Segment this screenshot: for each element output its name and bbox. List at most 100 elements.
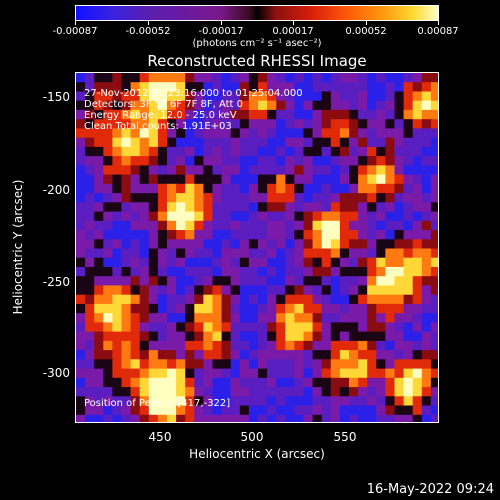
heatmap-cell bbox=[112, 285, 123, 296]
heatmap-cell bbox=[221, 183, 232, 194]
heatmap-cell bbox=[394, 359, 405, 370]
heatmap-cell bbox=[157, 128, 168, 139]
heatmap-cell bbox=[167, 387, 177, 397]
heatmap-cell bbox=[85, 267, 95, 277]
heatmap-cell bbox=[121, 340, 132, 351]
heatmap-cell bbox=[285, 202, 295, 213]
heatmap-cell bbox=[349, 359, 359, 370]
heatmap-cell bbox=[248, 202, 259, 213]
heatmap-cell bbox=[321, 368, 332, 379]
heatmap-cell bbox=[303, 165, 314, 176]
heatmap-cell bbox=[430, 340, 438, 351]
heatmap-cell bbox=[176, 405, 186, 416]
heatmap-cell bbox=[376, 137, 386, 148]
heatmap-cell bbox=[94, 285, 104, 296]
heatmap-cell bbox=[376, 377, 386, 388]
heatmap-cell bbox=[303, 350, 314, 360]
heatmap-cell bbox=[321, 100, 332, 111]
heatmap-cell bbox=[358, 165, 368, 176]
heatmap-cell bbox=[385, 331, 396, 342]
heatmap-cell bbox=[267, 267, 277, 277]
heatmap-cell bbox=[403, 119, 414, 129]
heatmap-cell bbox=[76, 294, 86, 305]
heatmap-cell bbox=[121, 405, 132, 416]
heatmap-cell bbox=[321, 119, 332, 129]
heatmap-cell bbox=[430, 276, 438, 286]
heatmap-cell bbox=[85, 248, 95, 259]
heatmap-cell bbox=[94, 257, 104, 268]
heatmap-cell bbox=[312, 396, 323, 407]
heatmap-cell bbox=[267, 387, 277, 397]
heatmap-cell bbox=[239, 414, 250, 422]
heatmap-cell bbox=[103, 146, 113, 157]
heatmap-cell bbox=[167, 146, 177, 157]
heatmap-cell bbox=[285, 183, 295, 194]
heatmap-cell bbox=[421, 183, 432, 194]
heatmap-cell bbox=[312, 313, 323, 323]
heatmap-cell bbox=[358, 313, 368, 323]
heatmap-cell bbox=[285, 285, 295, 296]
heatmap-cell bbox=[412, 350, 423, 360]
heatmap-cell bbox=[203, 239, 214, 250]
heatmap-cell bbox=[330, 331, 341, 342]
heatmap-cell bbox=[303, 303, 314, 314]
heatmap-cell bbox=[230, 165, 241, 176]
heatmap-cell bbox=[312, 414, 323, 422]
heatmap-cell bbox=[203, 276, 214, 286]
heatmap-cell bbox=[258, 220, 268, 231]
heatmap-cell bbox=[157, 340, 168, 351]
heatmap-cell bbox=[294, 368, 305, 379]
heatmap-cell bbox=[303, 368, 314, 379]
heatmap-cell bbox=[267, 368, 277, 379]
heatmap-cell bbox=[121, 119, 132, 129]
heatmap-cell bbox=[194, 100, 204, 111]
heatmap-cell bbox=[312, 322, 323, 333]
colorbar-tick bbox=[148, 21, 149, 25]
heatmap-cell bbox=[185, 128, 195, 139]
heatmap-cell bbox=[112, 183, 123, 194]
heatmap-cell bbox=[212, 202, 223, 213]
heatmap-cell bbox=[258, 331, 268, 342]
heatmap-cell bbox=[349, 350, 359, 360]
heatmap-cell bbox=[258, 91, 268, 102]
heatmap-cell bbox=[148, 359, 159, 370]
heatmap-cell bbox=[185, 220, 195, 231]
heatmap-cell bbox=[112, 239, 123, 250]
heatmap-cell bbox=[76, 285, 86, 296]
heatmap-cell bbox=[203, 350, 214, 360]
heatmap-cell bbox=[194, 322, 204, 333]
heatmap-cell bbox=[285, 294, 295, 305]
heatmap-cell bbox=[367, 239, 377, 250]
heatmap-cell bbox=[276, 82, 286, 92]
heatmap-cell bbox=[430, 313, 438, 323]
heatmap-cell bbox=[185, 396, 195, 407]
heatmap-cell bbox=[321, 267, 332, 277]
heatmap-cell bbox=[385, 313, 396, 323]
heatmap-cell bbox=[203, 377, 214, 388]
heatmap-cell bbox=[176, 267, 186, 277]
heatmap-cell bbox=[276, 128, 286, 139]
heatmap-cell bbox=[112, 220, 123, 231]
heatmap-cell bbox=[367, 340, 377, 351]
heatmap-cell bbox=[367, 267, 377, 277]
heatmap-cell bbox=[185, 100, 195, 111]
heatmap-cell bbox=[430, 174, 438, 185]
heatmap-cell bbox=[385, 146, 396, 157]
heatmap-cell bbox=[248, 239, 259, 250]
heatmap-cell bbox=[339, 211, 350, 222]
heatmap-cell bbox=[267, 146, 277, 157]
heatmap-cell bbox=[421, 73, 432, 83]
heatmap-cell bbox=[203, 340, 214, 351]
heatmap-cell bbox=[258, 322, 268, 333]
heatmap-cell bbox=[148, 230, 159, 240]
heatmap-cell bbox=[276, 387, 286, 397]
heatmap-cell bbox=[148, 248, 159, 259]
heatmap-cell bbox=[267, 331, 277, 342]
heatmap-cell bbox=[330, 340, 341, 351]
heatmap-cell bbox=[376, 165, 386, 176]
heatmap-cell bbox=[148, 387, 159, 397]
heatmap-cell bbox=[385, 368, 396, 379]
heatmap-cell bbox=[285, 248, 295, 259]
heatmap-cell bbox=[421, 350, 432, 360]
heatmap-cell bbox=[294, 396, 305, 407]
